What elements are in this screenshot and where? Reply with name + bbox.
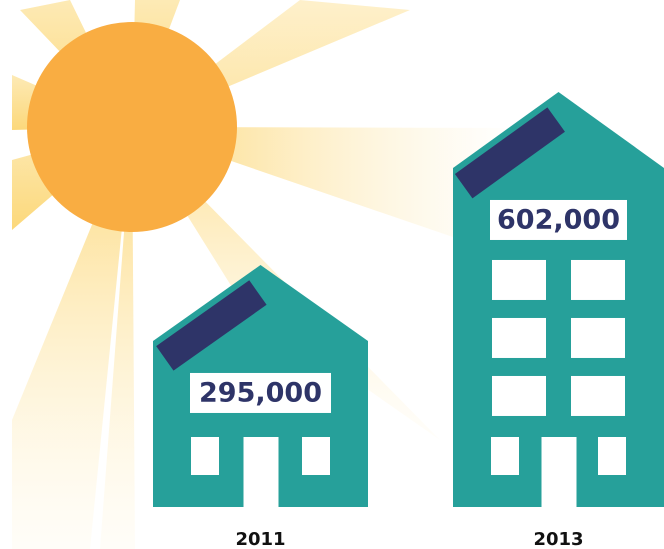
- x-tick-label: 2011: [235, 529, 285, 549]
- window: [492, 376, 546, 416]
- window: [571, 318, 625, 358]
- door: [542, 437, 577, 507]
- window: [571, 376, 625, 416]
- window: [492, 318, 546, 358]
- x-tick-label: 2013: [533, 529, 583, 549]
- window: [492, 260, 546, 300]
- chart: 295,000 2011 602,000 2013: [0, 0, 664, 549]
- value-label: 295,000: [199, 377, 322, 408]
- window: [191, 437, 219, 475]
- window: [571, 260, 625, 300]
- window: [491, 437, 519, 475]
- sun: [27, 22, 237, 232]
- door: [244, 437, 279, 507]
- window: [302, 437, 330, 475]
- value-label: 602,000: [497, 204, 620, 235]
- window: [598, 437, 626, 475]
